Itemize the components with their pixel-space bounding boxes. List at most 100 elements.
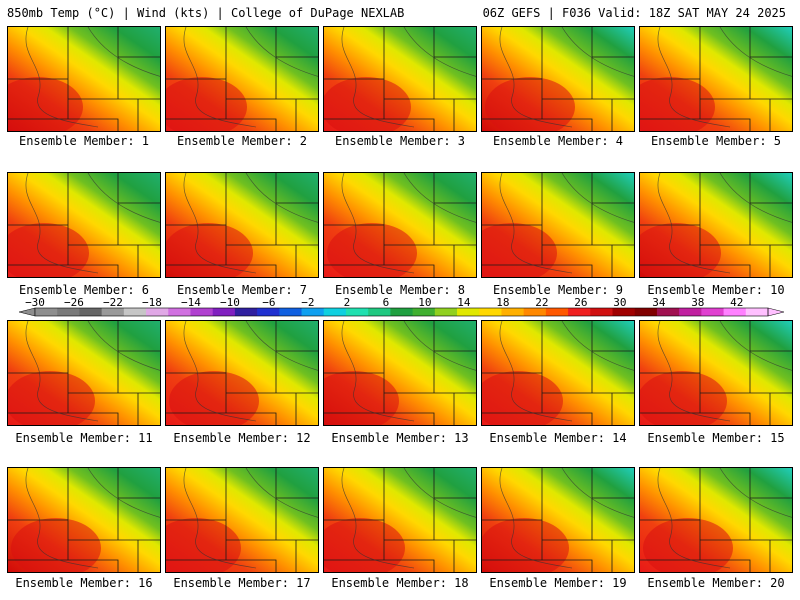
colorbar-swatch <box>257 308 280 316</box>
ensemble-member-map <box>7 467 161 573</box>
colorbar-tick-label: 2 <box>344 296 351 309</box>
state-borders <box>166 468 318 572</box>
ensemble-member-label: Ensemble Member: 13 <box>331 431 469 445</box>
colorbar-tick-label: −26 <box>64 296 84 309</box>
height-contours <box>657 321 792 422</box>
state-borders <box>8 468 160 572</box>
ensemble-member-map <box>7 26 161 132</box>
state-borders <box>482 468 634 572</box>
ensemble-member-map <box>165 172 319 278</box>
colorbar-max-arrow <box>767 307 785 317</box>
warm-core <box>166 77 247 131</box>
colorbar-swatch <box>412 308 436 316</box>
height-contours <box>25 468 160 569</box>
height-contours <box>499 173 634 274</box>
model-run-info: 06Z GEFS | F036 Valid: 18Z SAT MAY 24 20… <box>482 6 786 20</box>
state-borders <box>640 173 792 277</box>
ensemble-member-map <box>7 172 161 278</box>
colorbar-tick-label: 6 <box>383 296 390 309</box>
colorbar-tick-label: −10 <box>220 296 240 309</box>
ensemble-member-label: Ensemble Member: 2 <box>176 134 308 148</box>
ensemble-member-label: Ensemble Member: 11 <box>15 431 153 445</box>
ensemble-member-label: Ensemble Member: 4 <box>492 134 624 148</box>
colorbar-swatch <box>79 308 103 316</box>
warm-core <box>640 223 721 277</box>
warm-core <box>169 371 259 425</box>
colorbar-swatch <box>434 308 458 316</box>
colorbar-swatch <box>701 308 725 316</box>
colorbar-swatch <box>123 308 147 316</box>
ensemble-member-label: Ensemble Member: 17 <box>173 576 311 590</box>
colorbar-swatch <box>345 308 369 316</box>
colorbar-swatch <box>745 308 769 316</box>
colorbar-tick-label: 34 <box>652 296 666 309</box>
warm-core <box>482 223 557 277</box>
colorbar-swatch <box>146 308 169 316</box>
ensemble-member-map <box>165 467 319 573</box>
ensemble-member-map <box>323 26 477 132</box>
warm-core <box>166 223 253 277</box>
colorbar-swatch <box>57 308 80 316</box>
height-contours <box>499 27 634 128</box>
ensemble-member-label: Ensemble Member: 18 <box>331 576 469 590</box>
state-borders <box>640 321 792 425</box>
ensemble-member-label: Ensemble Member: 7 <box>176 283 308 297</box>
ensemble-member-label: Ensemble Member: 8 <box>334 283 466 297</box>
ensemble-member-map <box>323 320 477 426</box>
state-borders <box>482 321 634 425</box>
height-contours <box>657 173 792 274</box>
ensemble-member-map <box>639 26 793 132</box>
height-contours <box>183 468 318 569</box>
colorbar-tick-label: 10 <box>418 296 431 309</box>
ensemble-member-map <box>7 320 161 426</box>
warm-core <box>640 371 727 425</box>
colorbar-tick-label: 30 <box>613 296 626 309</box>
ensemble-member-map <box>481 26 635 132</box>
ensemble-member-label: Ensemble Member: 15 <box>647 431 785 445</box>
ensemble-member-map <box>639 172 793 278</box>
warm-core <box>324 77 411 131</box>
colorbar-tick-label: −14 <box>181 296 201 309</box>
warm-core <box>482 518 569 572</box>
state-borders <box>8 321 160 425</box>
colorbar-tick-label: −30 <box>25 296 45 309</box>
colorbar-swatch <box>190 308 214 316</box>
colorbar-tick-label: 26 <box>574 296 587 309</box>
height-contours <box>341 321 476 422</box>
warm-core <box>8 371 95 425</box>
colorbar-swatch <box>279 308 303 316</box>
state-borders <box>324 321 476 425</box>
colorbar-tick-label: −18 <box>142 296 162 309</box>
warm-core <box>327 223 417 277</box>
warm-core <box>166 518 241 572</box>
state-borders <box>8 27 160 131</box>
colorbar-tick-label: 42 <box>730 296 743 309</box>
state-borders <box>640 27 792 131</box>
colorbar-swatch <box>679 308 702 316</box>
state-borders <box>324 27 476 131</box>
colorbar-tick-label: 14 <box>457 296 471 309</box>
ensemble-member-label: Ensemble Member: 3 <box>334 134 466 148</box>
warm-core <box>324 371 399 425</box>
ensemble-member-label: Ensemble Member: 5 <box>650 134 782 148</box>
colorbar-swatch <box>301 308 325 316</box>
colorbar-swatch <box>101 308 125 316</box>
colorbar-swatch <box>323 308 347 316</box>
ensemble-member-label: Ensemble Member: 12 <box>173 431 311 445</box>
height-contours <box>341 468 476 569</box>
height-contours <box>25 173 160 274</box>
warm-core <box>640 77 715 131</box>
state-borders <box>166 173 318 277</box>
colorbar-min-arrow <box>18 307 36 317</box>
ensemble-member-map <box>323 467 477 573</box>
state-borders <box>166 321 318 425</box>
temperature-colorbar: −30 −26 −22 −18 −14 −10 −6 −2 2 6 10 14 18 22 26 30 34 38… <box>18 296 785 317</box>
height-contours <box>657 27 792 128</box>
ensemble-member-map <box>481 172 635 278</box>
ensemble-member-map <box>481 320 635 426</box>
ensemble-member-label: Ensemble Member: 16 <box>15 576 153 590</box>
height-contours <box>183 27 318 128</box>
colorbar-swatch <box>390 308 414 316</box>
ensemble-member-label: Ensemble Member: 9 <box>492 283 624 297</box>
ensemble-member-map <box>165 320 319 426</box>
